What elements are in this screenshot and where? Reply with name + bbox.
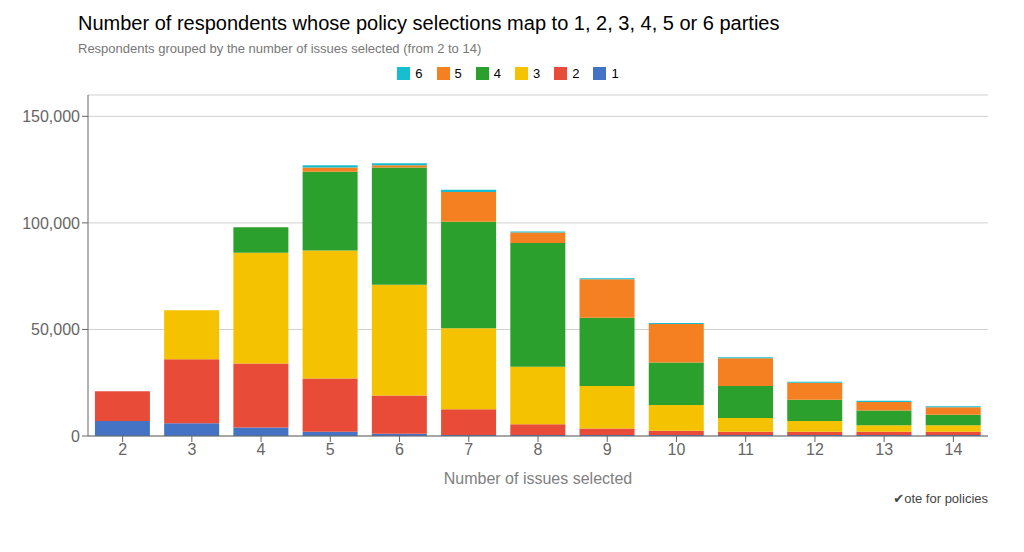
html-text:1: 1	[611, 66, 619, 81]
svg-text:7: 7	[464, 441, 473, 458]
svg-text:150,000: 150,000	[22, 108, 80, 125]
html-text:2: 2	[572, 66, 580, 81]
svg-text:9: 9	[603, 441, 612, 458]
html-text:5: 5	[454, 66, 462, 81]
svg-text:8: 8	[534, 441, 543, 458]
html-text:Respondents grouped by the num: Respondents grouped by the number of iss…	[78, 41, 482, 56]
svg-text:3: 3	[187, 441, 196, 458]
svg-text:2: 2	[118, 441, 127, 458]
svg-text:12: 12	[806, 441, 824, 458]
html-text:✔ote for policies: ✔ote for policies	[893, 491, 988, 506]
svg-text:5: 5	[326, 441, 335, 458]
svg-text:11: 11	[737, 441, 754, 458]
html-text:6: 6	[415, 66, 423, 81]
svg-text:10: 10	[668, 441, 686, 458]
svg-text:13: 13	[875, 441, 893, 458]
html-text:Number of respondents whose po: Number of respondents whose policy selec…	[78, 12, 780, 34]
html-text:3: 3	[533, 66, 541, 81]
html-text:4: 4	[493, 66, 501, 81]
svg-text:0: 0	[71, 428, 80, 445]
svg-text:Number of issues selected: Number of issues selected	[444, 470, 633, 487]
svg-text:100,000: 100,000	[22, 215, 80, 232]
svg-text:50,000: 50,000	[31, 321, 80, 338]
svg-text:4: 4	[257, 441, 266, 458]
svg-text:6: 6	[395, 441, 404, 458]
svg-text:14: 14	[944, 441, 962, 458]
